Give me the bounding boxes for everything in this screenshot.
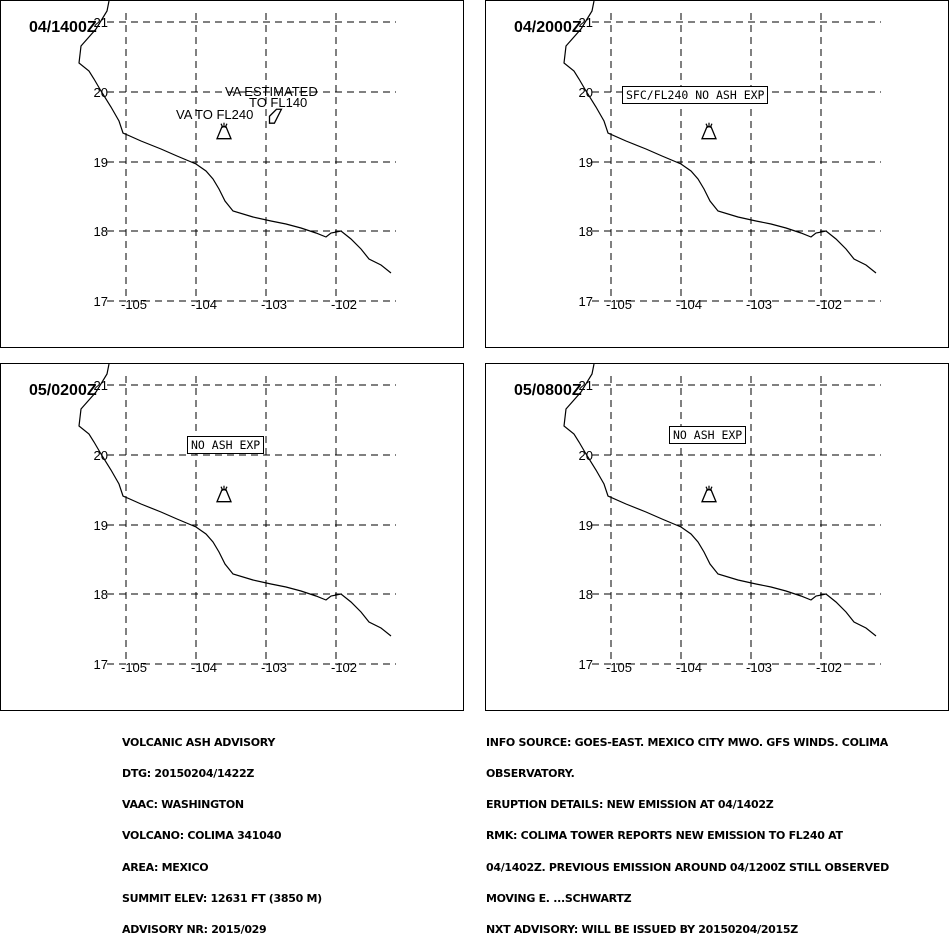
graticule (107, 13, 396, 302)
lat-label: 17 (94, 657, 108, 672)
lon-label: -105 (121, 660, 147, 675)
lon-label: -105 (606, 297, 632, 312)
lon-label: -105 (121, 297, 147, 312)
volcano-icon (216, 485, 232, 503)
info-line: INFO SOURCE: GOES-EAST. MEXICO CITY MWO.… (486, 735, 888, 749)
coastline (78, 364, 392, 637)
info-line: RMK: COLIMA TOWER REPORTS NEW EMISSION T… (486, 829, 843, 843)
lat-label: 19 (94, 518, 108, 533)
info-line: MOVING E. ...SCHWARTZ (486, 891, 632, 905)
lon-label: -102 (331, 660, 357, 675)
map-graphic: 21 20 19 18 17 -105 -104 -103 -102 (563, 1, 881, 312)
lat-label: 19 (94, 155, 108, 170)
graticule (592, 13, 881, 302)
lat-label: 21 (94, 15, 108, 30)
info-line: VOLCANIC ASH ADVISORY (122, 735, 275, 749)
lat-label: 17 (579, 657, 593, 672)
volcano-icon (701, 485, 717, 503)
info-line: SUMMIT ELEV: 12631 FT (3850 M) (122, 891, 322, 905)
ash-cloud-polygon (268, 108, 283, 124)
lat-label: 17 (94, 294, 108, 309)
lat-label: 19 (579, 155, 593, 170)
lat-label: 20 (579, 85, 593, 100)
info-line: 04/1402Z. PREVIOUS EMISSION AROUND 04/12… (486, 860, 889, 874)
annotation-va-estimated: VA ESTIMATED (225, 84, 318, 99)
lon-label: -103 (746, 297, 772, 312)
info-line: AREA: MEXICO (122, 860, 209, 874)
lon-label: -104 (191, 660, 217, 675)
annotation-sfc-fl240-no-ash: SFC/FL240 NO ASH EXP (622, 86, 769, 104)
lon-label: -103 (261, 297, 287, 312)
info-line: VOLCANO: COLIMA 341040 (122, 829, 282, 843)
lat-label: 18 (94, 224, 108, 239)
lon-label: -103 (746, 660, 772, 675)
coastline (563, 364, 877, 637)
lat-label: 20 (94, 85, 108, 100)
lon-label: -105 (606, 660, 632, 675)
info-line: OBSERVATORY. (486, 767, 575, 781)
lat-label: 18 (579, 224, 593, 239)
map-panel-3: 21 20 19 18 17 -105 -104 -103 -102 05/0200Z NO A… (0, 363, 464, 711)
panel-time-title: 05/0800Z (514, 382, 582, 399)
lat-label: 18 (579, 587, 593, 602)
lat-label: 21 (94, 378, 108, 393)
map-panel-4: 21 20 19 18 17 -105 -104 -103 -102 05/0800Z NO A… (485, 363, 949, 711)
annotation-va-to-fl240: VA TO FL240 (176, 107, 254, 122)
info-line: DTG: 20150204/1422Z (122, 767, 255, 781)
coastline (563, 1, 877, 274)
annotation-no-ash-exp: NO ASH EXP (187, 436, 265, 454)
volcano-icon (216, 122, 232, 140)
graticule (592, 376, 881, 665)
info-line: ADVISORY NR: 2015/029 (122, 923, 267, 937)
lat-label: 17 (579, 294, 593, 309)
map-graphic: 21 20 19 18 17 -105 -104 -103 -102 (78, 364, 396, 675)
coastline (78, 1, 392, 274)
lat-label: 21 (579, 15, 593, 30)
panel-time-title: 04/2000Z (514, 19, 582, 36)
lon-label: -104 (676, 660, 702, 675)
annotation-no-ash-exp: NO ASH EXP (669, 426, 747, 444)
map-graphic: 21 20 19 18 17 -105 -104 -103 -102 (78, 1, 396, 312)
lon-label: -104 (676, 297, 702, 312)
lon-label: -102 (331, 297, 357, 312)
info-line: ERUPTION DETAILS: NEW EMISSION AT 04/140… (486, 798, 774, 812)
info-line: NXT ADVISORY: WILL BE ISSUED BY 20150204… (486, 923, 798, 937)
panel-time-title: 05/0200Z (29, 382, 97, 399)
lat-label: 20 (579, 448, 593, 463)
info-line: VAAC: WASHINGTON (122, 798, 244, 812)
lat-label: 21 (579, 378, 593, 393)
lon-label: -102 (816, 297, 842, 312)
lat-label: 18 (94, 587, 108, 602)
map-panel-2: 21 20 19 18 17 -105 -104 -103 -102 04/2000Z SFC/… (485, 0, 949, 348)
lat-label: 19 (579, 518, 593, 533)
advisory-info-right: INFO SOURCE: GOES-EAST. MEXICO CITY MWO.… (486, 717, 889, 946)
annotation-to-fl140: TO FL140 (249, 95, 308, 110)
lat-label: 20 (94, 448, 108, 463)
map-panel-1: 21 20 19 18 17 -105 -104 -103 -102 04/1400Z VA E… (0, 0, 464, 348)
advisory-info-left: VOLCANIC ASH ADVISORY DTG: 20150204/1422… (122, 717, 322, 946)
lon-label: -104 (191, 297, 217, 312)
panel-time-title: 04/1400Z (29, 19, 97, 36)
map-graphic: 21 20 19 18 17 -105 -104 -103 -102 (563, 364, 881, 675)
lon-label: -103 (261, 660, 287, 675)
volcano-icon (701, 122, 717, 140)
graticule (107, 376, 396, 665)
lon-label: -102 (816, 660, 842, 675)
